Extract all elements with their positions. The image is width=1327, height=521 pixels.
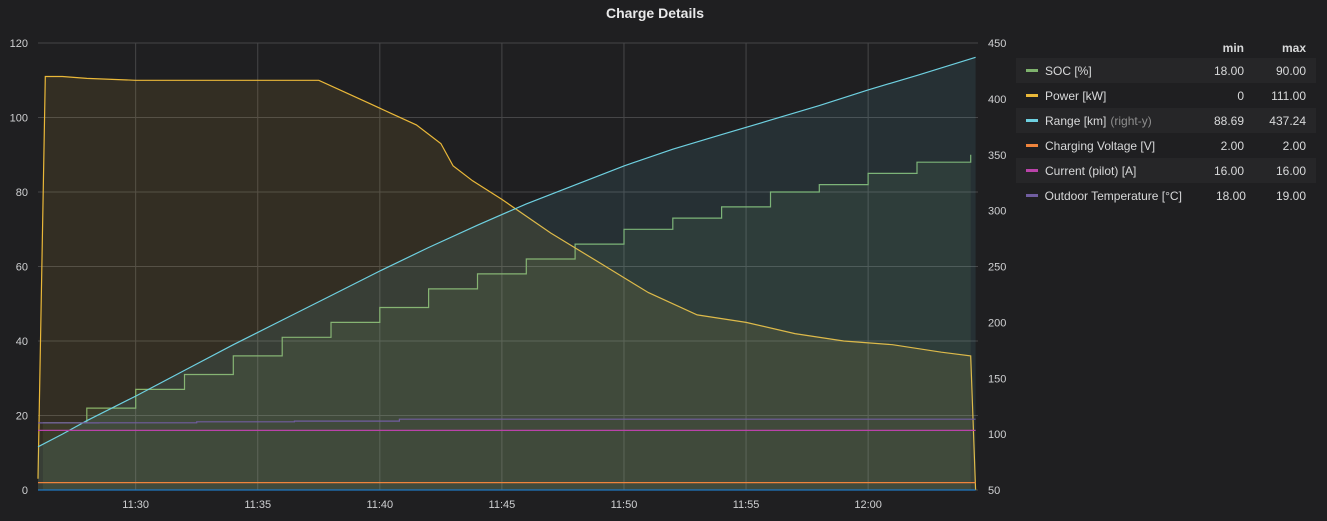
- y-left-tick-label: 0: [22, 485, 28, 497]
- series-line-outdoor-temperature-c: [38, 418, 976, 424]
- y-left-tick-label: 40: [16, 336, 28, 348]
- y-left-tick-label: 60: [16, 262, 28, 274]
- series-color-swatch[interactable]: [1026, 194, 1038, 197]
- y-right-tick-label: 350: [988, 150, 1006, 162]
- panel-title: Charge Details: [605, 5, 705, 21]
- x-tick-label: 12:00: [854, 499, 882, 511]
- x-tick-label: 11:40: [366, 499, 393, 511]
- y-right-tick-label: 400: [988, 94, 1006, 106]
- x-tick-label: 11:55: [733, 499, 760, 511]
- legend-item-name[interactable]: Range [km]: [1045, 113, 1107, 128]
- legend-item-max: 111.00: [1271, 88, 1306, 103]
- legend-item-soc[interactable]: SOC [%] 18.00 90.00: [1016, 58, 1316, 83]
- legend-header-min[interactable]: min: [1222, 41, 1244, 55]
- legend-item-max: 16.00: [1275, 163, 1306, 178]
- legend-item-max: 19.00: [1275, 188, 1306, 203]
- legend-item-min: 88.69: [1213, 113, 1244, 128]
- x-tick-label: 11:45: [489, 499, 516, 511]
- legend-item-max: 437.24: [1269, 113, 1306, 128]
- y-right-tick-label: 200: [988, 317, 1006, 329]
- series-area-power-kw: [38, 76, 976, 490]
- legend-item-min: 16.00: [1213, 163, 1244, 178]
- series-line-power-kw: [37, 75, 977, 491]
- x-tick-label: 11:35: [244, 499, 271, 511]
- legend-item-max: 90.00: [1275, 63, 1306, 78]
- y-right-tick-label: 300: [988, 206, 1006, 218]
- x-tick-label: 11:50: [611, 499, 638, 511]
- series-area-range-km: [38, 57, 976, 491]
- y-left-tick-label: 100: [10, 113, 28, 125]
- series-line-range-km: [37, 56, 976, 448]
- legend-item-outdoor-temperature[interactable]: Outdoor Temperature [°C] 18.00 19.00: [1016, 183, 1316, 208]
- y-right-tick-label: 250: [988, 262, 1006, 274]
- x-tick-label: 11:30: [122, 499, 149, 511]
- series-area-soc: [42, 154, 971, 491]
- series-color-swatch[interactable]: [1026, 144, 1038, 147]
- legend-item-max: 2.00: [1282, 138, 1306, 153]
- series-color-swatch[interactable]: [1026, 69, 1038, 72]
- y-left-tick-label: 120: [10, 38, 28, 50]
- legend-item-name[interactable]: Power [kW]: [1045, 88, 1107, 103]
- legend-item-range[interactable]: Range [km] (right-y) 88.69 437.24: [1016, 108, 1316, 133]
- legend-item-min: 0: [1237, 88, 1244, 103]
- series-line-soc: [42, 154, 972, 424]
- legend-item-name[interactable]: Current (pilot) [A]: [1045, 163, 1137, 178]
- series-color-swatch[interactable]: [1026, 169, 1038, 172]
- legend-item-charging-voltage[interactable]: Charging Voltage [V] 2.00 2.00: [1016, 133, 1316, 158]
- legend-item-min: 18.00: [1215, 188, 1246, 203]
- y-left-tick-label: 20: [16, 411, 28, 423]
- y-right-tick-label: 50: [988, 485, 1000, 497]
- y-right-tick-label: 100: [988, 429, 1006, 441]
- legend-item-name[interactable]: SOC [%]: [1045, 63, 1092, 78]
- legend-item-suffix: (right-y): [1110, 113, 1152, 128]
- legend-item-power[interactable]: Power [kW] 0 111.00: [1016, 83, 1316, 108]
- series-color-swatch[interactable]: [1026, 119, 1038, 122]
- legend-header: min max: [1016, 38, 1316, 58]
- legend-item-name[interactable]: Outdoor Temperature [°C]: [1044, 188, 1182, 203]
- y-right-tick-label: 150: [988, 373, 1006, 385]
- legend-item-name[interactable]: Charging Voltage [V]: [1045, 138, 1156, 153]
- series-color-swatch[interactable]: [1026, 94, 1038, 97]
- legend-item-min: 18.00: [1213, 63, 1244, 78]
- charge-details-chart: 0 20 40 60 80 100 120 50 100 150 200 250 300 350 400 45…: [10, 38, 1007, 511]
- y-left-tick-label: 80: [16, 187, 28, 199]
- legend: min max SOC [%] 18.00 90.00 Power [kW] 0…: [1016, 38, 1316, 208]
- legend-header-max[interactable]: max: [1281, 41, 1306, 55]
- legend-item-min: 2.00: [1220, 138, 1244, 153]
- y-right-tick-label: 450: [988, 38, 1006, 50]
- legend-item-current-pilot[interactable]: Current (pilot) [A] 16.00 16.00: [1016, 158, 1316, 183]
